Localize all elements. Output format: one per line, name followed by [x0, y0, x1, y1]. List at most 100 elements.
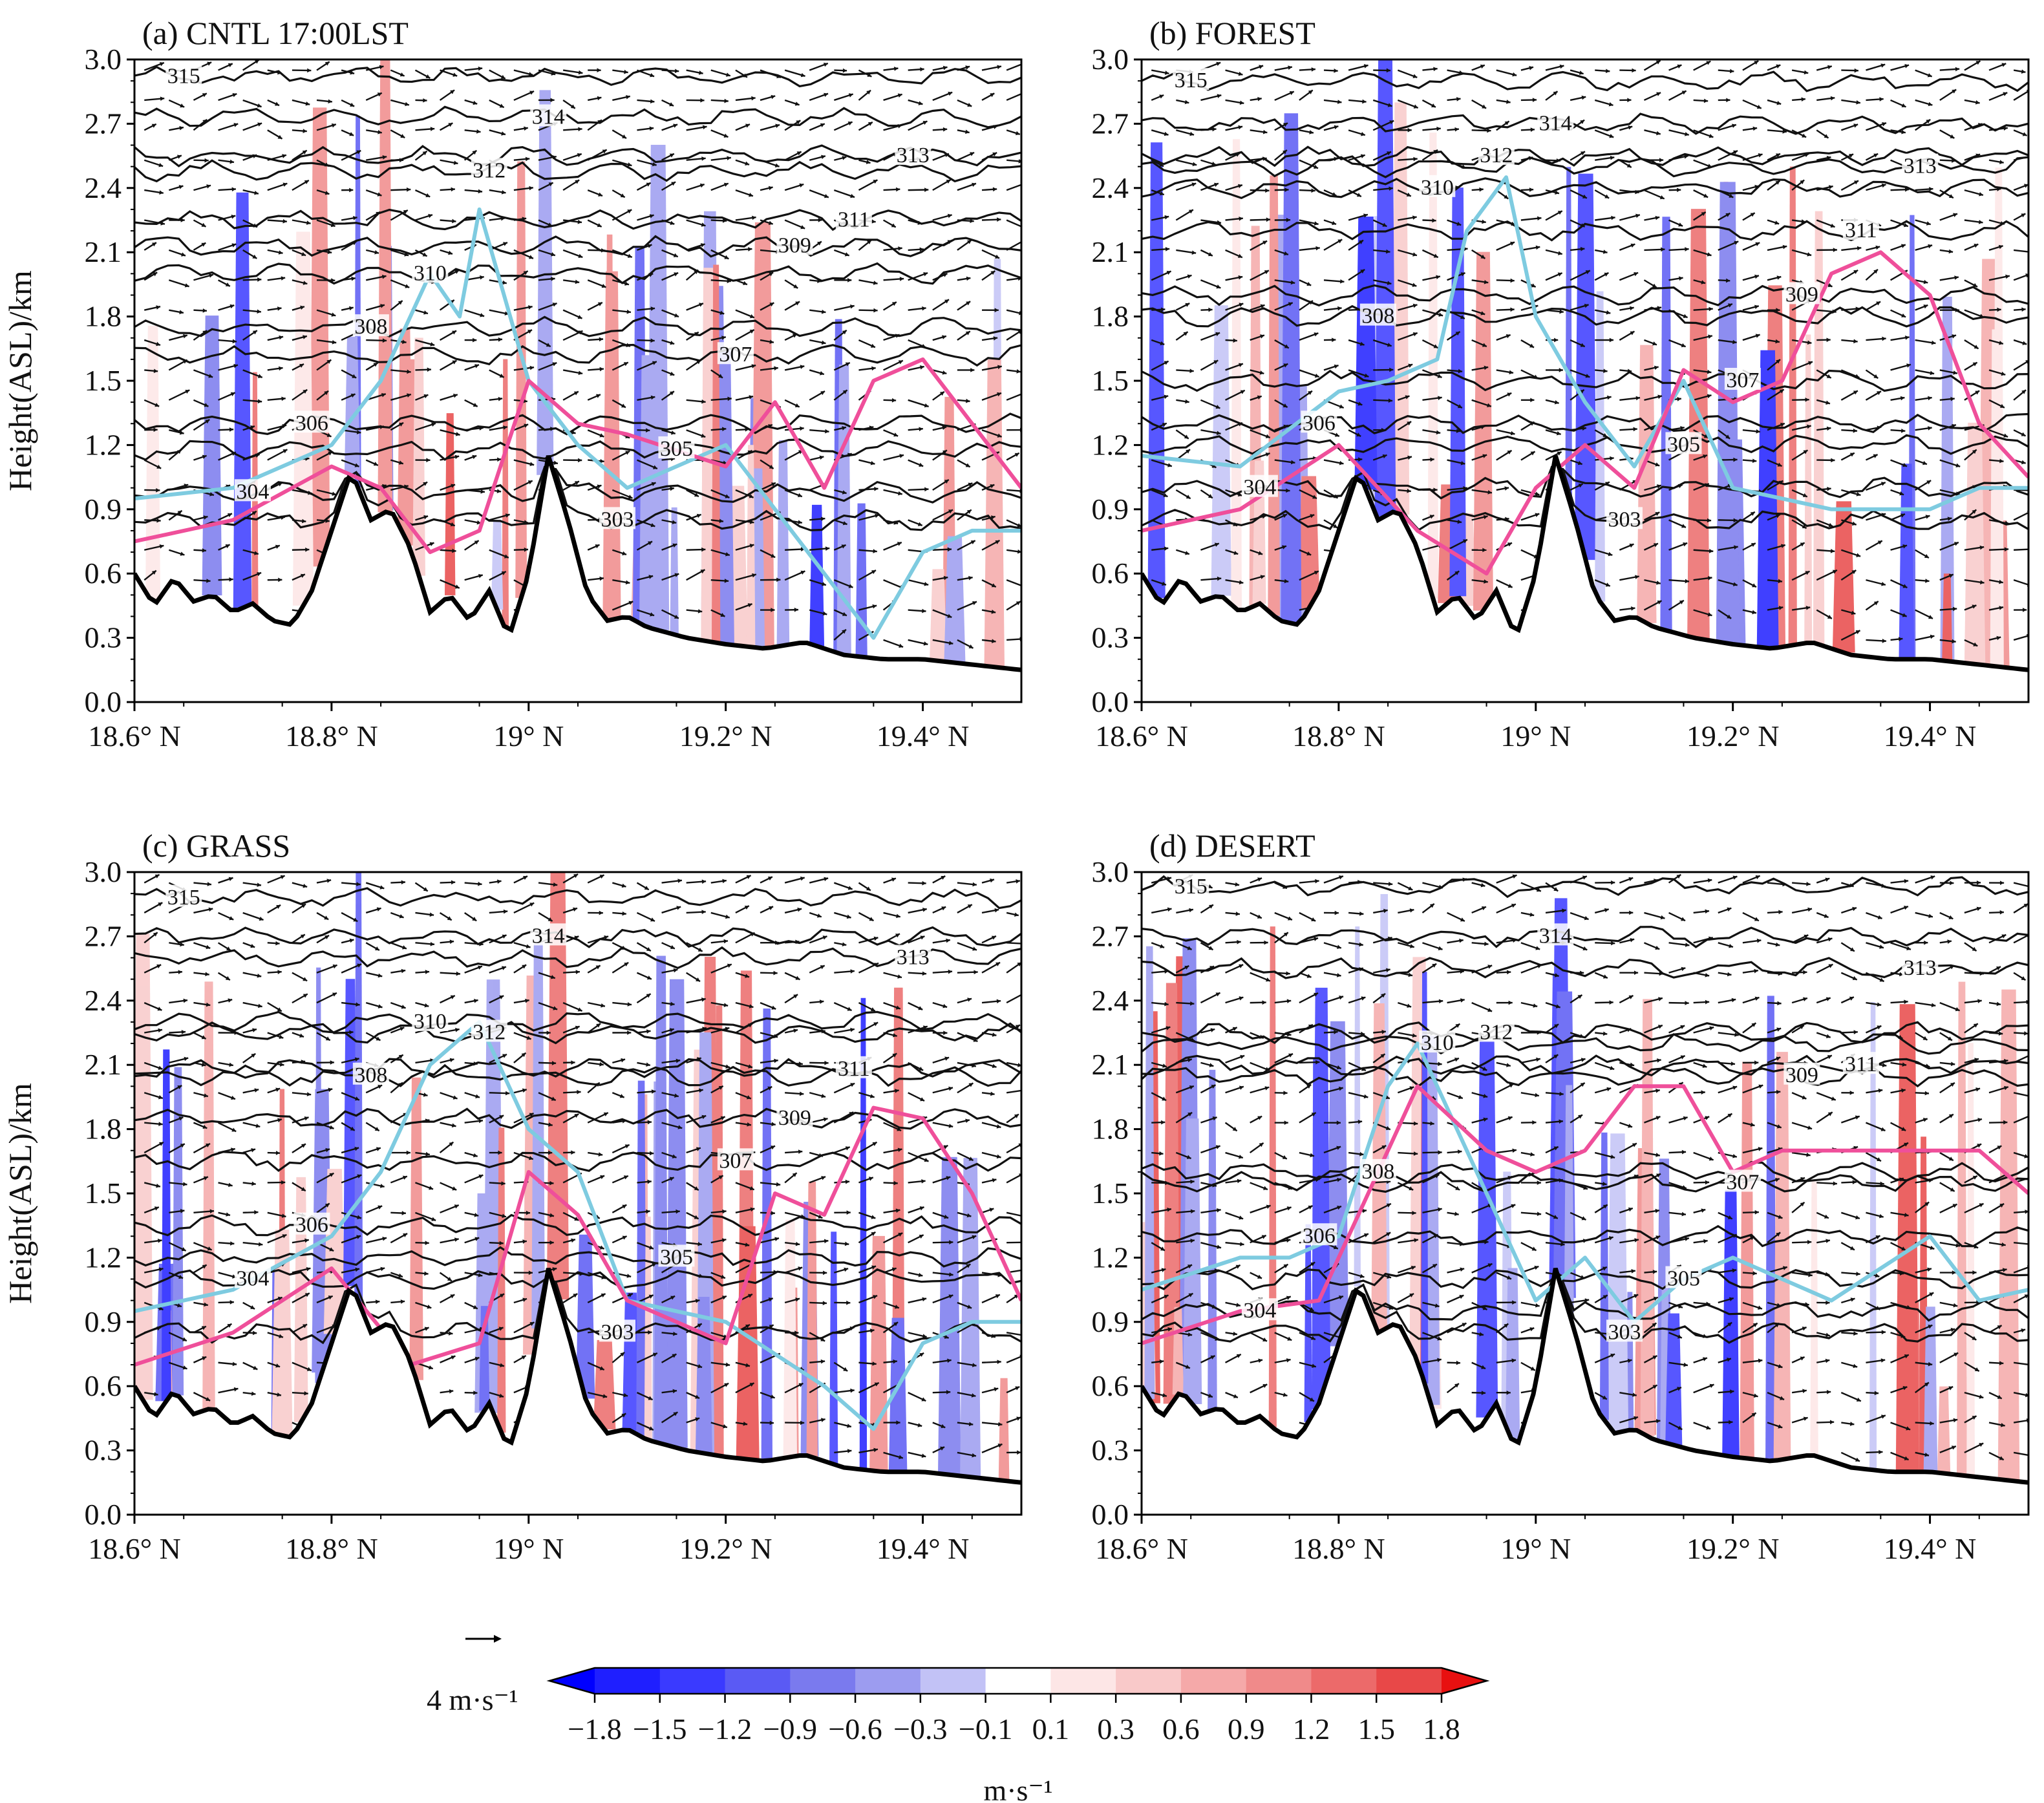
wind-vector-head	[1208, 494, 1213, 498]
wind-vector-head	[1947, 517, 1952, 521]
wind-vector-head	[551, 1061, 557, 1065]
wind-vector-head	[1381, 1029, 1386, 1034]
theta-contour	[134, 159, 1021, 183]
wind-vector-head	[154, 403, 160, 407]
wind-vector-head	[522, 875, 527, 880]
wind-vector-head	[823, 1117, 828, 1122]
wind-vector-head	[1554, 400, 1559, 405]
wind-vector-head	[431, 1217, 436, 1221]
wind-vector-head	[1235, 882, 1240, 887]
wind-vector-head	[180, 218, 185, 222]
wind-vector-head	[989, 1208, 994, 1212]
wind-vector-head	[897, 93, 902, 98]
wind-vector-head	[303, 994, 308, 998]
wind-vector-head	[154, 1392, 158, 1396]
wind-vector-head	[1190, 1239, 1195, 1243]
wind-vector-head	[1164, 546, 1169, 551]
wind-vector-head	[1973, 642, 1978, 646]
wind-vector-head	[1554, 337, 1559, 343]
wind-vector-head	[700, 98, 705, 103]
wind-vector-head	[1460, 917, 1465, 922]
wind-vector-head	[231, 1147, 235, 1152]
wind-vector-head	[352, 241, 357, 246]
wind-vector-head	[1978, 220, 1983, 224]
contour-label: 314	[532, 105, 565, 129]
wind-vector-head	[727, 963, 732, 968]
wind-vector-head	[1655, 131, 1661, 136]
wind-vector-head	[1308, 301, 1314, 305]
wind-vector-head	[868, 122, 873, 126]
wind-vector-head	[1973, 283, 1978, 287]
wind-vector-head	[398, 1082, 403, 1087]
wind-vector-head	[1187, 946, 1192, 950]
wind-vector-head	[699, 1274, 703, 1278]
wind-vector-head	[1752, 126, 1758, 131]
wind-vector-head	[527, 480, 533, 485]
wind-vector-head	[1215, 332, 1220, 337]
wind-vector-head	[1460, 272, 1465, 277]
wind-vector-head	[650, 523, 655, 528]
wind-vector-head	[627, 1002, 632, 1007]
y-tick-label: 0.6	[85, 1369, 122, 1402]
wind-vector-head	[1159, 94, 1164, 99]
wind-vector-head	[921, 1179, 926, 1184]
wind-vector-head	[480, 313, 485, 317]
wind-vector-head	[275, 101, 280, 106]
wind-vector-head	[842, 426, 846, 431]
wind-vector-head	[573, 391, 579, 396]
wind-vector-head	[1999, 606, 2004, 610]
wind-vector-head	[472, 454, 477, 460]
contour-label-bg	[1478, 143, 1515, 165]
wind-vector-head	[578, 70, 583, 75]
wind-vector-head	[1876, 391, 1881, 396]
wind-vector-head	[939, 391, 944, 396]
wind-vector-head	[701, 879, 707, 884]
wind-vector-head	[353, 917, 358, 922]
wind-vector-head	[647, 244, 652, 248]
wind-vector-head	[1336, 944, 1341, 949]
x-tick-label: 18.6° N	[88, 720, 181, 752]
wind-vector-head	[842, 330, 847, 335]
y-tick-label: 2.4	[85, 984, 122, 1017]
wind-vector-head	[1582, 194, 1587, 198]
wind-vector-head	[529, 91, 535, 95]
wind-vector-head	[1412, 74, 1418, 78]
wind-vector-head	[1685, 247, 1689, 251]
wind-vector-head	[1480, 425, 1485, 430]
wind-vector-head	[232, 1361, 237, 1367]
wind-vector-head	[1732, 582, 1738, 586]
wind-vector-head	[918, 1272, 923, 1277]
wind-vector-head	[496, 489, 502, 493]
theta-contours	[134, 887, 1021, 1345]
wind-vector-head	[1456, 221, 1462, 226]
w-stripe	[1211, 305, 1231, 596]
wind-vector-head	[769, 272, 774, 277]
wind-vector-head	[527, 305, 533, 310]
wind-vector	[1006, 393, 1021, 401]
wind-vector-head	[1184, 434, 1189, 439]
contour-label: 306	[295, 411, 328, 435]
wind-vector-head	[575, 180, 580, 184]
wind-vector-head	[1407, 1003, 1412, 1008]
wind-vector-head	[595, 544, 600, 549]
wind-vector-head	[967, 998, 972, 1002]
wind-vector-head	[1853, 339, 1858, 344]
wind-vector-head	[407, 369, 411, 374]
w-stripe	[855, 503, 868, 657]
wind-vector-head	[1580, 120, 1585, 124]
theta-contour	[1142, 1278, 2028, 1322]
wind-vector-head	[1775, 180, 1780, 185]
wind-vector-head	[1406, 192, 1411, 197]
w-stripe	[271, 1230, 293, 1436]
contour-label-bg	[835, 207, 872, 229]
wind-vector-head	[228, 63, 233, 67]
wind-vector-head	[997, 1444, 1003, 1448]
wind-vector-head	[522, 1088, 527, 1093]
wind-vector-head	[1159, 1151, 1164, 1156]
wind-vector-head	[745, 161, 750, 166]
wind-vector-head	[423, 1093, 428, 1097]
wind-vector-head	[1258, 551, 1263, 555]
wind-vector-head	[251, 1148, 256, 1153]
wind-vector-head	[225, 976, 230, 980]
wind-vector-head	[1237, 939, 1241, 944]
